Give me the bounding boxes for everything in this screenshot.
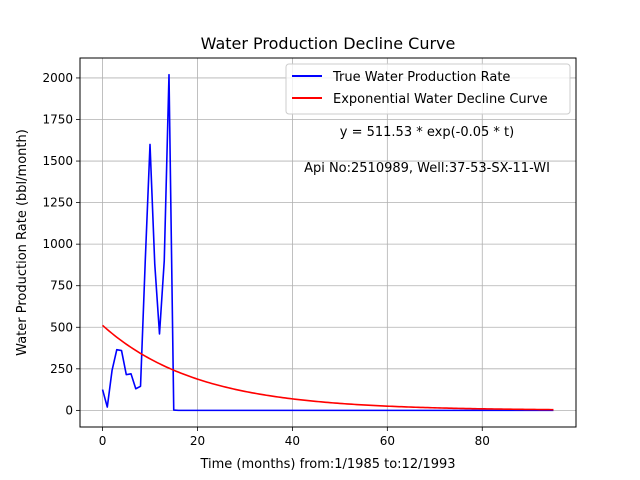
legend: True Water Production Rate Exponential W…: [285, 63, 571, 115]
plot-frame: [79, 57, 577, 428]
x-tick-label-80: 80: [475, 434, 490, 448]
x-axis-label: Time (months) from:1/1985 to:12/1993: [199, 457, 455, 472]
y-axis-label: Water Production Rate (bbl/month): [15, 129, 30, 356]
equation-annotation: y = 511.53 * exp(-0.05 * t): [340, 125, 514, 140]
y-tick-label-2000: 2000: [42, 71, 73, 85]
x-tick-label-0: 0: [99, 434, 107, 448]
y-tick-label-1000: 1000: [42, 237, 73, 251]
x-tick-label-60: 60: [380, 434, 395, 448]
chart-title: Water Production Decline Curve: [201, 34, 456, 53]
y-tick-label-1250: 1250: [42, 196, 73, 210]
x-tick-label-40: 40: [285, 434, 300, 448]
series-line-exponential-curve: [102, 324, 554, 411]
y-tick-label-0: 0: [65, 403, 73, 417]
x-tick-label-20: 20: [190, 434, 205, 448]
y-tick-label-1500: 1500: [42, 154, 73, 168]
y-tick-label-750: 750: [50, 279, 73, 293]
legend-label-exponential-curve: Exponential Water Decline Curve: [333, 92, 548, 107]
y-tick-label-250: 250: [50, 362, 73, 376]
series-line-true-rate: [101, 73, 554, 412]
plot-series: [101, 73, 554, 412]
y-tick-label-500: 500: [50, 320, 73, 334]
y-tick-label-1750: 1750: [42, 113, 73, 127]
legend-box: [285, 63, 571, 115]
axis-ticks: 0 20 40 60 80 0 250 500 750 1000 1250 1500 1750 2000: [42, 71, 489, 448]
well-annotation: Api No:2510989, Well:37-53-SX-11-WI: [304, 161, 550, 176]
legend-label-true-rate: True Water Production Rate: [332, 70, 510, 85]
